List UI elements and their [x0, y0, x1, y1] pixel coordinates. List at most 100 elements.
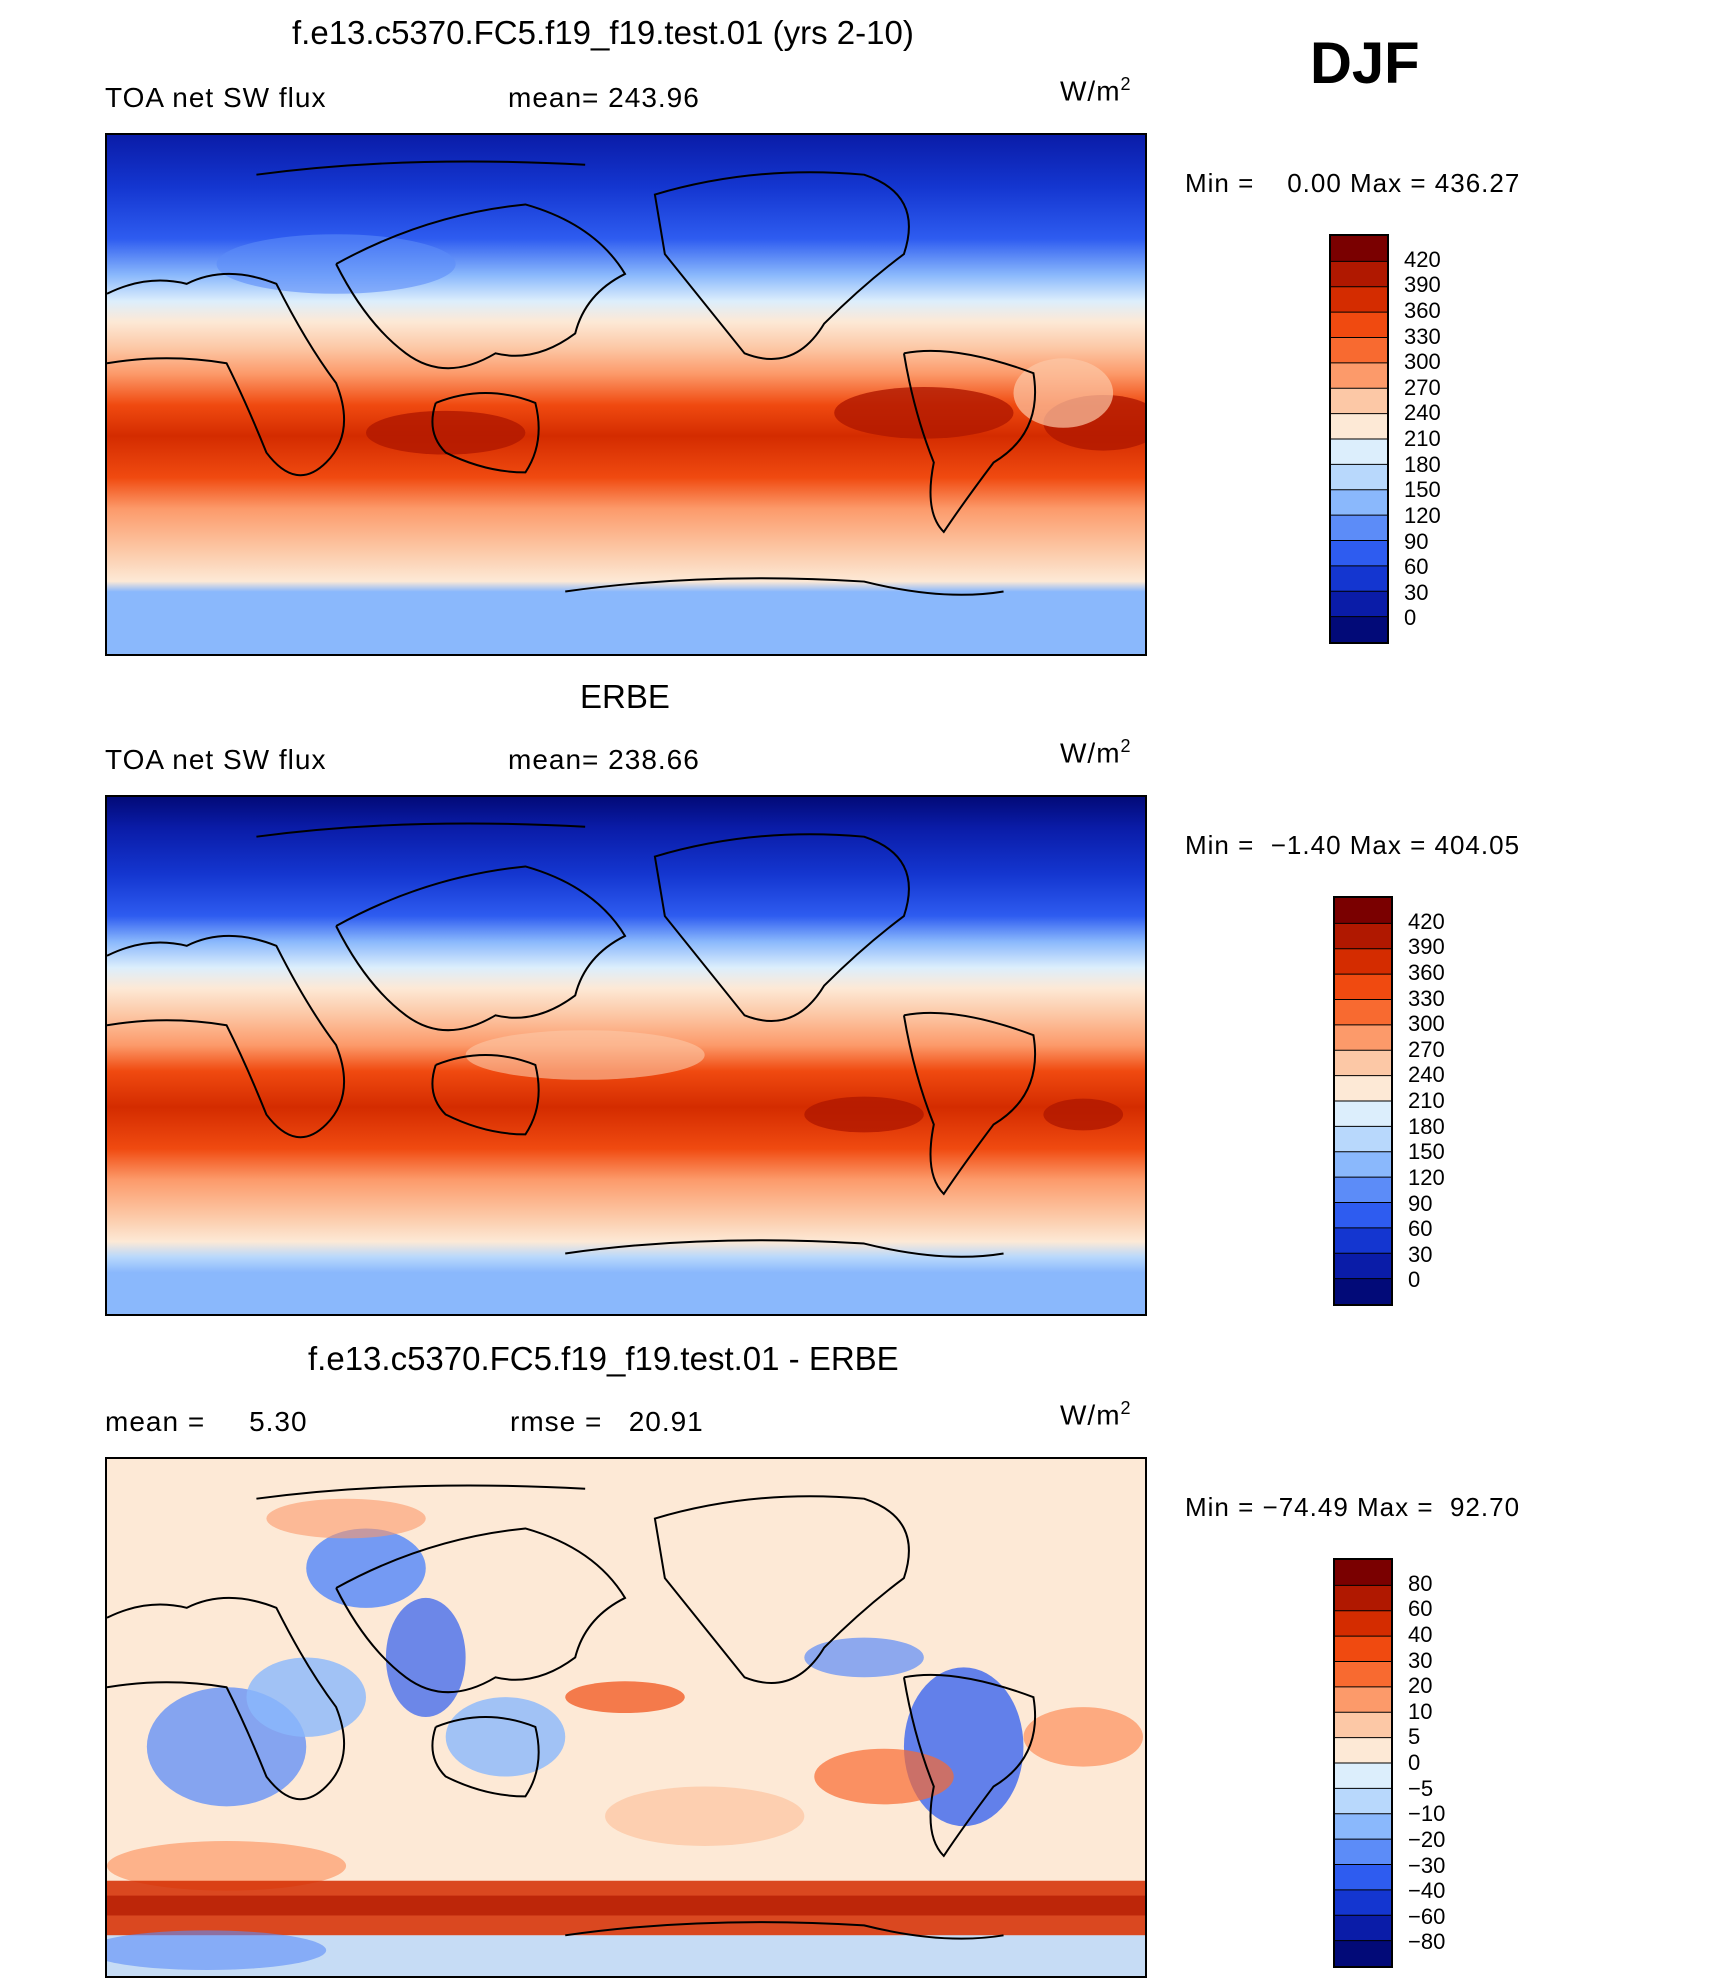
colorbar-tick-label: 80	[1408, 1570, 1433, 1596]
season-label: DJF	[1310, 31, 1420, 96]
colorbar-tick-label: −60	[1408, 1903, 1446, 1929]
colorbar-bin	[1331, 337, 1387, 364]
colorbar-bin	[1335, 1763, 1391, 1789]
colorbar-bin	[1335, 974, 1391, 1000]
colorbar-bin	[1331, 439, 1387, 465]
colorbar-tick-label: 40	[1408, 1621, 1433, 1647]
colorbar-bin	[1335, 1560, 1391, 1586]
colorbar-bin	[1335, 1227, 1391, 1254]
colorbar-bin	[1331, 515, 1387, 541]
colorbar-tick-label: 0	[1404, 605, 1417, 631]
panel-3-colorbar	[1333, 1558, 1393, 1968]
colorbar-tick-label: −30	[1408, 1852, 1446, 1878]
colorbar-bin	[1335, 1889, 1391, 1916]
colorbar-bin	[1335, 1202, 1391, 1229]
panel-2-mean: mean= 238.66	[508, 744, 700, 775]
panel-2-title: ERBE	[580, 678, 670, 715]
colorbar-bin	[1335, 1585, 1391, 1612]
colorbar-tick-label: 120	[1408, 1164, 1445, 1190]
colorbar-bin	[1335, 1610, 1391, 1637]
colorbar-tick-label: 20	[1408, 1673, 1433, 1699]
colorbar-tick-label: 390	[1404, 272, 1441, 298]
colorbar-bin	[1335, 1253, 1391, 1280]
panel-1-minmax: Min = 0.00 Max = 436.27	[1185, 168, 1521, 198]
colorbar-tick-label: 420	[1404, 246, 1441, 272]
colorbar-bin	[1335, 1024, 1391, 1051]
colorbar-bin	[1335, 1101, 1391, 1127]
colorbar-bin	[1331, 362, 1387, 389]
colorbar-bin	[1331, 464, 1387, 491]
panel-2-field-label: TOA net SW flux	[105, 744, 327, 775]
colorbar-tick-label: 390	[1408, 934, 1445, 960]
colorbar-bin	[1335, 923, 1391, 950]
colorbar-tick-label: −80	[1408, 1929, 1446, 1955]
colorbar-bin	[1331, 616, 1387, 642]
colorbar-bin	[1335, 948, 1391, 975]
colorbar-bin	[1335, 898, 1391, 924]
colorbar-tick-label: 360	[1404, 297, 1441, 323]
panel-3-map	[105, 1457, 1147, 1978]
panel-2-minmax: Min = −1.40 Max = 404.05	[1185, 830, 1521, 860]
colorbar-tick-label: 150	[1404, 477, 1441, 503]
panel-1-mean: mean= 243.96	[508, 82, 700, 113]
panel-3-title: f.e13.c5370.FC5.f19_f19.test.01 - ERBE	[308, 1340, 899, 1377]
colorbar-bin	[1331, 413, 1387, 440]
panel-1-colorbar	[1329, 234, 1389, 644]
colorbar-tick-label: 90	[1404, 528, 1429, 554]
colorbar-bin	[1335, 999, 1391, 1026]
colorbar-tick-label: 30	[1408, 1241, 1433, 1267]
colorbar-tick-label: 240	[1404, 400, 1441, 426]
colorbar-tick-label: 210	[1404, 426, 1441, 451]
colorbar-tick-label: −5	[1408, 1775, 1434, 1801]
colorbar-tick-label: 180	[1404, 451, 1441, 477]
colorbar-bin	[1335, 1864, 1391, 1891]
colorbar-bin	[1331, 489, 1387, 516]
colorbar-tick-label: 30	[1408, 1647, 1433, 1673]
colorbar-tick-label: 300	[1404, 349, 1441, 375]
colorbar-tick-label: 420	[1408, 908, 1445, 934]
colorbar-tick-label: 60	[1408, 1596, 1433, 1622]
colorbar-tick-label: 150	[1408, 1139, 1445, 1165]
panel-1-field-label: TOA net SW flux	[105, 82, 327, 113]
colorbar-bin	[1335, 1126, 1391, 1153]
colorbar-tick-label: 300	[1408, 1011, 1445, 1037]
colorbar-bin	[1331, 286, 1387, 313]
panel-1-map	[105, 133, 1147, 656]
colorbar-tick-label: 360	[1408, 959, 1445, 985]
colorbar-tick-label: −20	[1408, 1826, 1446, 1852]
colorbar-bin	[1335, 1686, 1391, 1713]
colorbar-bin	[1335, 1712, 1391, 1739]
colorbar-bin	[1335, 1737, 1391, 1764]
panel-2-units: W/m2	[1060, 736, 1132, 769]
panel-3-minmax: Min = −74.49 Max = 92.70	[1185, 1492, 1521, 1522]
colorbar-tick-label: 0	[1408, 1267, 1421, 1293]
colorbar-bin	[1335, 1177, 1391, 1203]
colorbar-tick-label: 210	[1408, 1088, 1445, 1113]
colorbar-tick-label: 180	[1408, 1113, 1445, 1139]
colorbar-bin	[1335, 1940, 1391, 1966]
colorbar-tick-label: 270	[1404, 374, 1441, 400]
colorbar-bin	[1335, 1813, 1391, 1840]
colorbar-tick-label: −10	[1408, 1801, 1446, 1827]
panel-2-colorbar	[1333, 896, 1393, 1306]
colorbar-tick-label: 330	[1408, 985, 1445, 1011]
colorbar-tick-label: 60	[1404, 554, 1429, 580]
colorbar-tick-label: 120	[1404, 502, 1441, 528]
colorbar-bin	[1335, 1050, 1391, 1077]
colorbar-bin	[1335, 1278, 1391, 1304]
colorbar-tick-label: 240	[1408, 1062, 1445, 1088]
panel-1-units: W/m2	[1060, 74, 1132, 107]
colorbar-bin	[1335, 1151, 1391, 1178]
colorbar-bin	[1331, 540, 1387, 567]
colorbar-tick-label: 330	[1404, 323, 1441, 349]
colorbar-bin	[1335, 1839, 1391, 1865]
colorbar-tick-label: 90	[1408, 1190, 1433, 1216]
colorbar-tick-label: 270	[1408, 1036, 1445, 1062]
colorbar-bin	[1335, 1661, 1391, 1688]
colorbar-bin	[1335, 1915, 1391, 1942]
panel-1-title: f.e13.c5370.FC5.f19_f19.test.01 (yrs 2-1…	[292, 14, 914, 51]
panel-3-mean: mean = 5.30	[105, 1406, 308, 1437]
colorbar-bin	[1331, 261, 1387, 288]
colorbar-bin	[1331, 388, 1387, 415]
colorbar-tick-label: 60	[1408, 1216, 1433, 1242]
